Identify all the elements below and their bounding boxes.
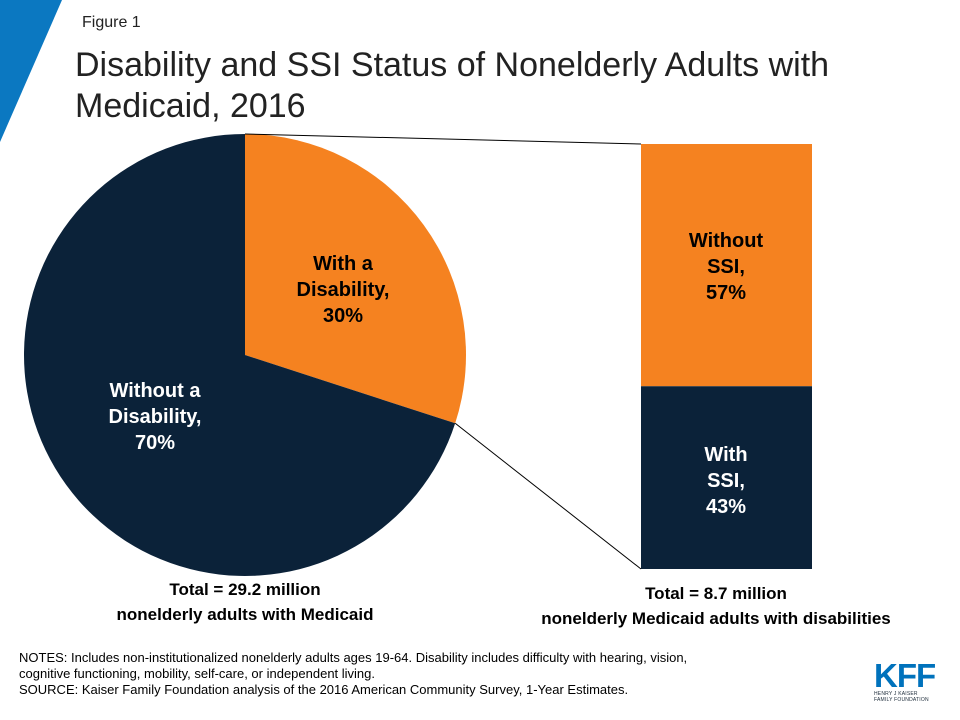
source-line: SOURCE: Kaiser Family Foundation analysi… bbox=[19, 682, 629, 697]
pie-slice-1 bbox=[24, 134, 456, 576]
logo-mark: KFF bbox=[874, 657, 936, 694]
bar-label-with-ssi: With SSI, 43% bbox=[704, 444, 748, 518]
pie-total: Total = 29.2 million nonelderly adults w… bbox=[116, 580, 374, 624]
connector-top bbox=[244, 133, 642, 145]
bar-segment-1 bbox=[641, 386, 812, 569]
bar-segment-0 bbox=[641, 144, 812, 387]
corner-accent bbox=[0, 0, 62, 142]
logo-subtitle: HENRY J KAISER FAMILY FOUNDATION bbox=[874, 691, 929, 703]
bar-label-without-ssi: Without SSI, 57% bbox=[688, 230, 764, 304]
chart-title: Disability and SSI Status of Nonelderly … bbox=[75, 46, 830, 125]
pie-label-without-disability: Without a Disability, 70% bbox=[108, 380, 202, 454]
connector-lines bbox=[244, 133, 642, 570]
notes-line: cognitive functioning, mobility, self-ca… bbox=[19, 666, 376, 681]
pie-chart bbox=[24, 134, 466, 576]
notes-source: NOTES: Includes non-institutionalized no… bbox=[19, 650, 859, 698]
stacked-bar bbox=[641, 144, 812, 569]
pie-slice-0 bbox=[245, 134, 466, 424]
kff-logo: KFF HENRY J KAISER FAMILY FOUNDATION bbox=[874, 657, 946, 703]
bar-total: Total = 8.7 million nonelderly Medicaid … bbox=[541, 584, 891, 628]
notes-line: NOTES: Includes non-institutionalized no… bbox=[19, 650, 688, 665]
pie-label-with-disability: With a Disability, 30% bbox=[296, 253, 390, 327]
connector-bottom bbox=[454, 422, 642, 570]
figure-label: Figure 1 bbox=[82, 14, 141, 31]
